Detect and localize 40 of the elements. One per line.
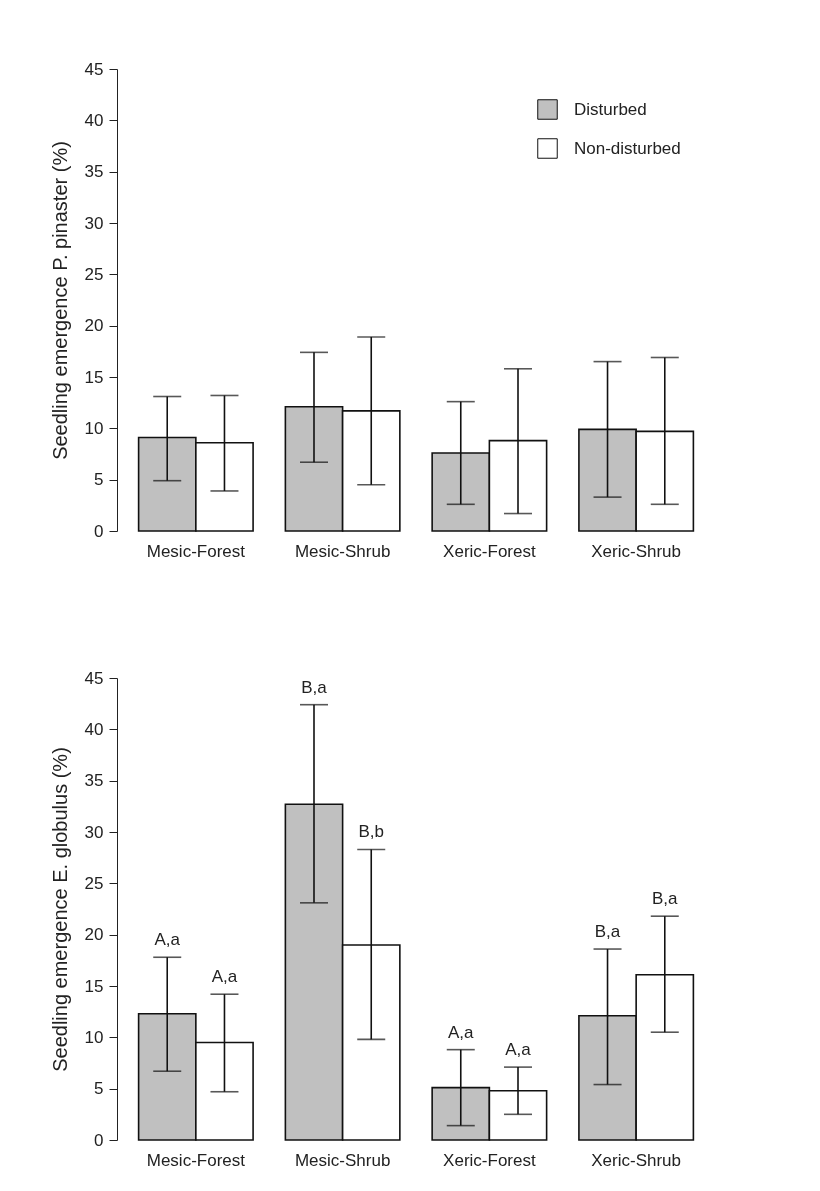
legend-label: Non-disturbed xyxy=(574,138,681,158)
y-tick-label: 30 xyxy=(84,822,104,842)
x-tick-label: Xeric-Shrub xyxy=(591,1150,682,1170)
y-tick-label: 35 xyxy=(84,771,104,791)
x-tick-label: Mesic-Forest xyxy=(146,541,246,561)
annotation: A,a xyxy=(505,1040,532,1060)
annotation: A,a xyxy=(211,967,238,987)
y-axis-title: Seedling emergence E. globulus (%) xyxy=(48,747,71,1072)
y-tick-label: 40 xyxy=(84,719,104,739)
x-tick-label: Xeric-Forest xyxy=(443,1150,536,1170)
y-tick-label: 40 xyxy=(84,110,104,130)
y-tick-label: 10 xyxy=(84,418,104,438)
x-tick-label: Mesic-Shrub xyxy=(294,541,391,561)
legend-label: Disturbed xyxy=(574,99,647,119)
y-tick-label: 25 xyxy=(84,264,104,284)
y-tick-label: 35 xyxy=(84,162,104,182)
annotation: B,a xyxy=(594,922,621,942)
annotation: B,a xyxy=(652,889,679,909)
y-tick-label: 20 xyxy=(84,316,104,336)
y-axis-title: Seedling emergence P. pinaster (%) xyxy=(48,141,71,460)
y-tick-label: 30 xyxy=(84,213,104,233)
y-tick-label: 45 xyxy=(84,59,104,79)
annotation: B,a xyxy=(301,677,328,697)
x-tick-label: Xeric-Shrub xyxy=(591,541,682,561)
y-tick-label: 15 xyxy=(84,976,104,996)
y-tick-label: 10 xyxy=(84,1027,104,1047)
y-tick-label: 45 xyxy=(84,668,104,688)
y-tick-label: 0 xyxy=(94,521,104,541)
y-tick-label: 0 xyxy=(94,1130,104,1150)
annotation: A,a xyxy=(154,930,181,950)
y-tick-label: 15 xyxy=(84,367,104,387)
annotation: A,a xyxy=(448,1022,475,1042)
annotation: B,b xyxy=(358,822,384,842)
y-tick-label: 25 xyxy=(84,873,104,893)
y-tick-label: 5 xyxy=(94,470,104,490)
x-tick-label: Mesic-Forest xyxy=(146,1150,246,1170)
x-tick-label: Mesic-Shrub xyxy=(294,1150,391,1170)
x-tick-label: Xeric-Forest xyxy=(443,541,536,561)
y-tick-label: 20 xyxy=(84,925,104,945)
y-tick-label: 5 xyxy=(94,1079,104,1099)
